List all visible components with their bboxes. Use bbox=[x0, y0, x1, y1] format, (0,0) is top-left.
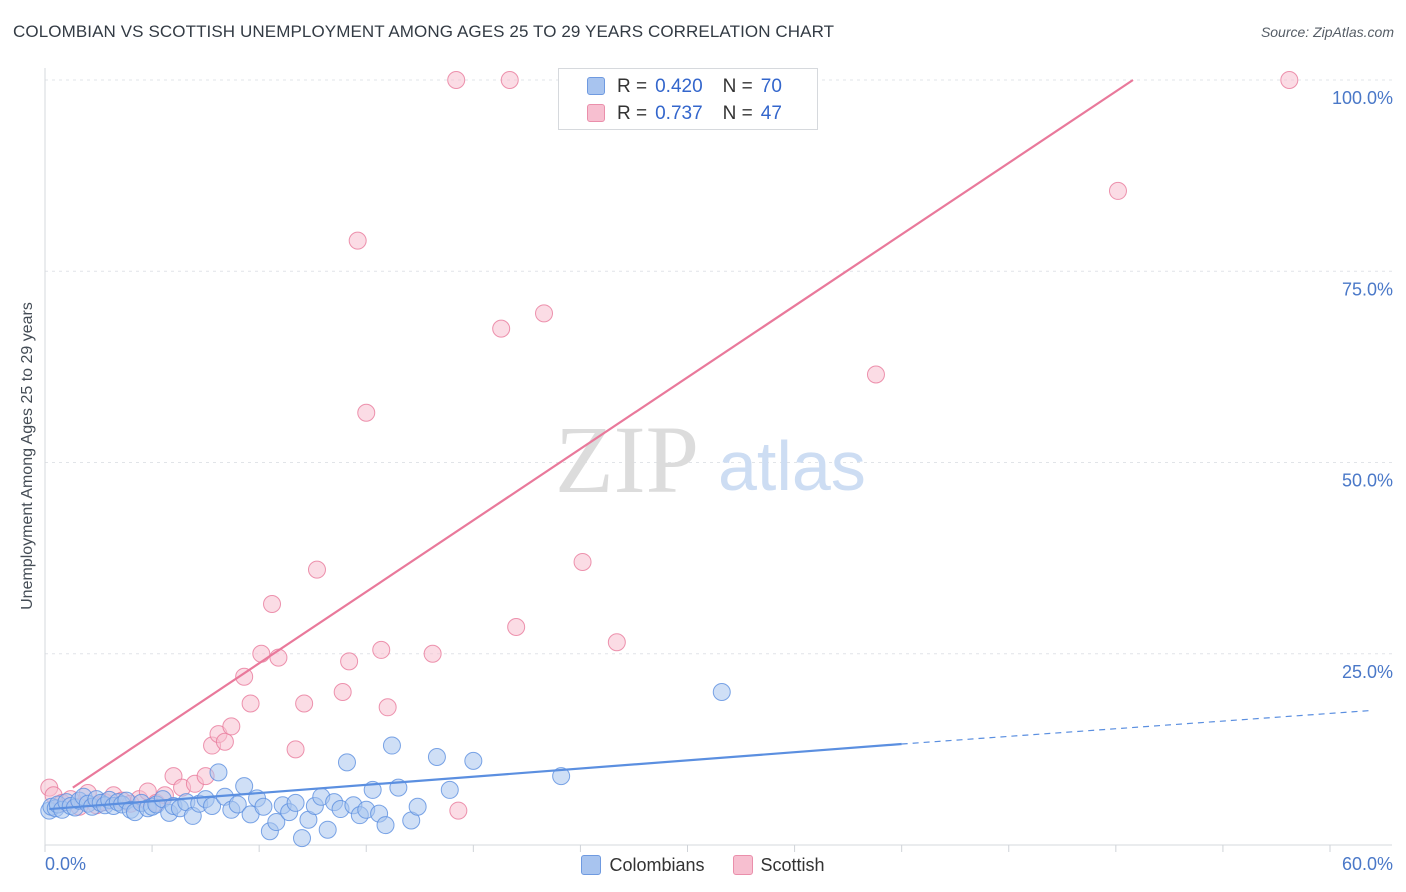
r-value: 0.420 bbox=[655, 76, 703, 97]
watermark-zip: ZIP bbox=[555, 406, 699, 513]
y-tick-labels: 25.0% 50.0% 75.0% 100.0% bbox=[1332, 88, 1393, 682]
point-scottish bbox=[357, 403, 376, 422]
point-scottish bbox=[235, 667, 254, 686]
point-colombians bbox=[408, 797, 427, 816]
point-scottish bbox=[507, 617, 526, 636]
point-scottish bbox=[263, 595, 282, 614]
legend-swatch-scottish bbox=[732, 855, 753, 875]
y-tick-label: 75.0% bbox=[1342, 279, 1393, 299]
series-scottish-points bbox=[40, 71, 1299, 820]
point-scottish bbox=[307, 560, 326, 579]
point-scottish bbox=[295, 694, 314, 713]
point-colombians bbox=[337, 753, 356, 772]
point-scottish bbox=[607, 633, 626, 652]
x-ticks bbox=[44, 845, 1331, 852]
x-tick-labels: 0.0% 60.0% bbox=[45, 854, 1393, 874]
point-colombians bbox=[235, 777, 254, 796]
legend-swatch-colombians bbox=[581, 855, 602, 875]
point-scottish bbox=[866, 365, 885, 384]
point-colombians bbox=[464, 751, 483, 770]
y-tick-label: 25.0% bbox=[1342, 662, 1393, 682]
point-scottish bbox=[241, 694, 260, 713]
point-scottish bbox=[372, 640, 391, 659]
point-colombians bbox=[228, 795, 247, 814]
point-scottish bbox=[1108, 181, 1127, 200]
trendline-colombians bbox=[49, 742, 902, 811]
trendline-extension-colombians bbox=[901, 709, 1373, 745]
point-scottish bbox=[500, 71, 519, 89]
chart-title: COLOMBIAN VS SCOTTISH UNEMPLOYMENT AMONG… bbox=[13, 22, 835, 41]
point-colombians bbox=[267, 813, 286, 832]
point-scottish bbox=[333, 683, 352, 701]
point-scottish bbox=[447, 71, 466, 89]
legend-label-colombians: Colombians bbox=[609, 854, 705, 875]
legend-item-scottish: Scottish bbox=[732, 854, 825, 876]
n-value: 47 bbox=[760, 103, 782, 124]
point-colombians bbox=[286, 793, 305, 812]
point-colombians bbox=[318, 820, 337, 839]
legend-row-colombians: R = 0.420 N = 70 bbox=[617, 74, 782, 100]
series-colombians-points bbox=[40, 683, 731, 848]
point-scottish bbox=[286, 740, 305, 759]
point-colombians bbox=[427, 748, 446, 767]
n-value: 70 bbox=[760, 76, 782, 97]
x-tick-label: 0.0% bbox=[45, 854, 86, 874]
point-scottish bbox=[573, 552, 592, 571]
point-scottish bbox=[423, 644, 442, 663]
r-label: R = bbox=[617, 103, 648, 124]
point-colombians bbox=[440, 780, 459, 799]
point-scottish bbox=[215, 732, 234, 751]
point-scottish bbox=[378, 698, 397, 717]
legend-swatch-scottish bbox=[587, 104, 605, 122]
y-axis-title: Unemployment Among Ages 25 to 29 years bbox=[19, 302, 36, 610]
series-legend: Colombians Scottish bbox=[0, 852, 1406, 878]
n-label: N = bbox=[722, 103, 753, 124]
n-label: N = bbox=[722, 76, 753, 97]
trendline-scottish bbox=[72, 79, 1134, 789]
point-colombians bbox=[552, 767, 571, 786]
y-tick-label: 100.0% bbox=[1332, 88, 1393, 108]
point-scottish bbox=[252, 644, 271, 663]
r-value: 0.737 bbox=[655, 103, 703, 124]
legend-row-scottish: R = 0.737 N = 47 bbox=[617, 101, 782, 127]
source-label: Source: ZipAtlas.com bbox=[1260, 24, 1394, 40]
point-scottish bbox=[348, 231, 367, 250]
point-scottish bbox=[1280, 71, 1299, 89]
legend-label-scottish: Scottish bbox=[760, 854, 825, 875]
point-colombians bbox=[209, 763, 228, 782]
point-colombians bbox=[293, 829, 311, 848]
point-colombians bbox=[254, 797, 273, 816]
point-colombians bbox=[712, 683, 731, 701]
legend-swatch-colombians bbox=[587, 77, 605, 95]
legend-item-colombians: Colombians bbox=[581, 854, 705, 876]
point-colombians bbox=[376, 816, 395, 835]
point-scottish bbox=[340, 652, 359, 671]
grid-lines bbox=[44, 68, 1392, 846]
point-scottish bbox=[222, 717, 241, 736]
trendlines bbox=[49, 79, 1373, 811]
point-scottish bbox=[449, 801, 468, 820]
correlation-legend: R = 0.420 N = 70 R = 0.737 N = 47 bbox=[558, 68, 818, 130]
r-label: R = bbox=[617, 76, 648, 97]
y-tick-label: 50.0% bbox=[1342, 471, 1393, 491]
point-scottish bbox=[492, 319, 511, 338]
watermark-atlas: atlas bbox=[718, 427, 866, 505]
point-scottish bbox=[535, 304, 554, 323]
x-tick-label: 60.0% bbox=[1342, 854, 1393, 874]
point-colombians bbox=[382, 736, 401, 755]
